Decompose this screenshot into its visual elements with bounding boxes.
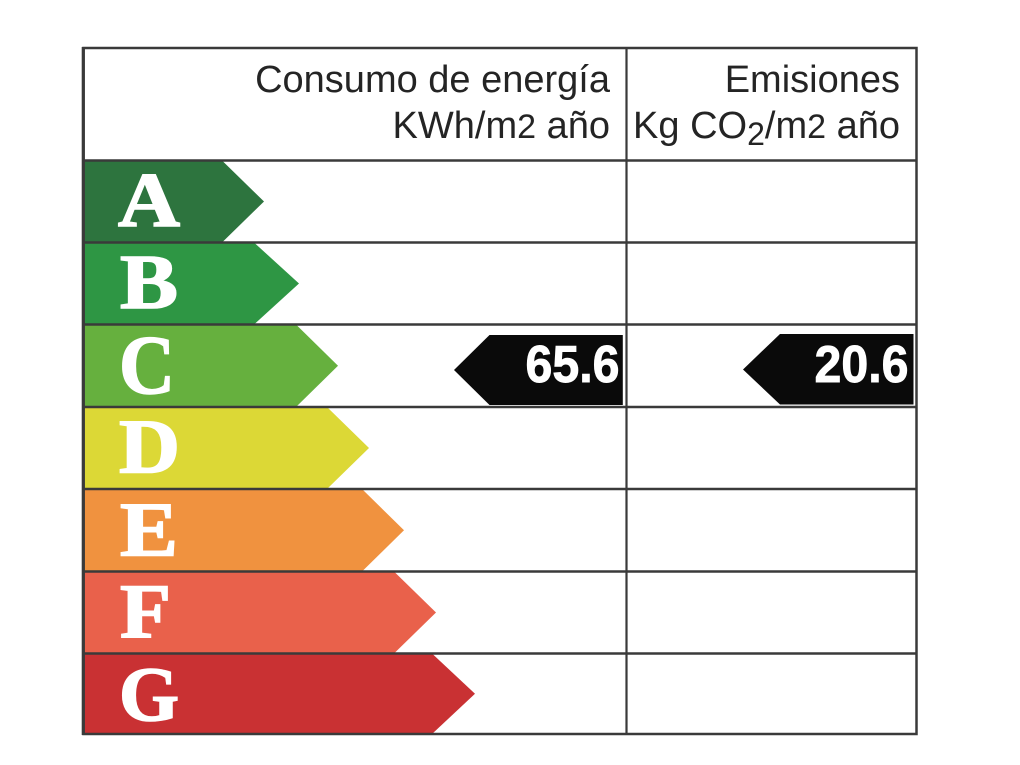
svg-text:Emisiones: Emisiones [725, 59, 900, 101]
svg-text:Consumo de energía: Consumo de energía [255, 59, 611, 101]
svg-text:D: D [119, 404, 180, 490]
svg-text:B: B [120, 239, 178, 325]
svg-text:F: F [120, 568, 171, 654]
svg-text:Kg CO2/m2 año: Kg CO2/m2 año [633, 105, 900, 152]
svg-text:G: G [119, 651, 179, 737]
svg-text:A: A [118, 157, 180, 243]
svg-text:65.6: 65.6 [526, 336, 620, 394]
svg-text:KWh/m2 año: KWh/m2 año [393, 105, 610, 147]
svg-text:20.6: 20.6 [815, 336, 909, 394]
svg-text:C: C [119, 319, 175, 412]
svg-text:E: E [120, 487, 178, 573]
